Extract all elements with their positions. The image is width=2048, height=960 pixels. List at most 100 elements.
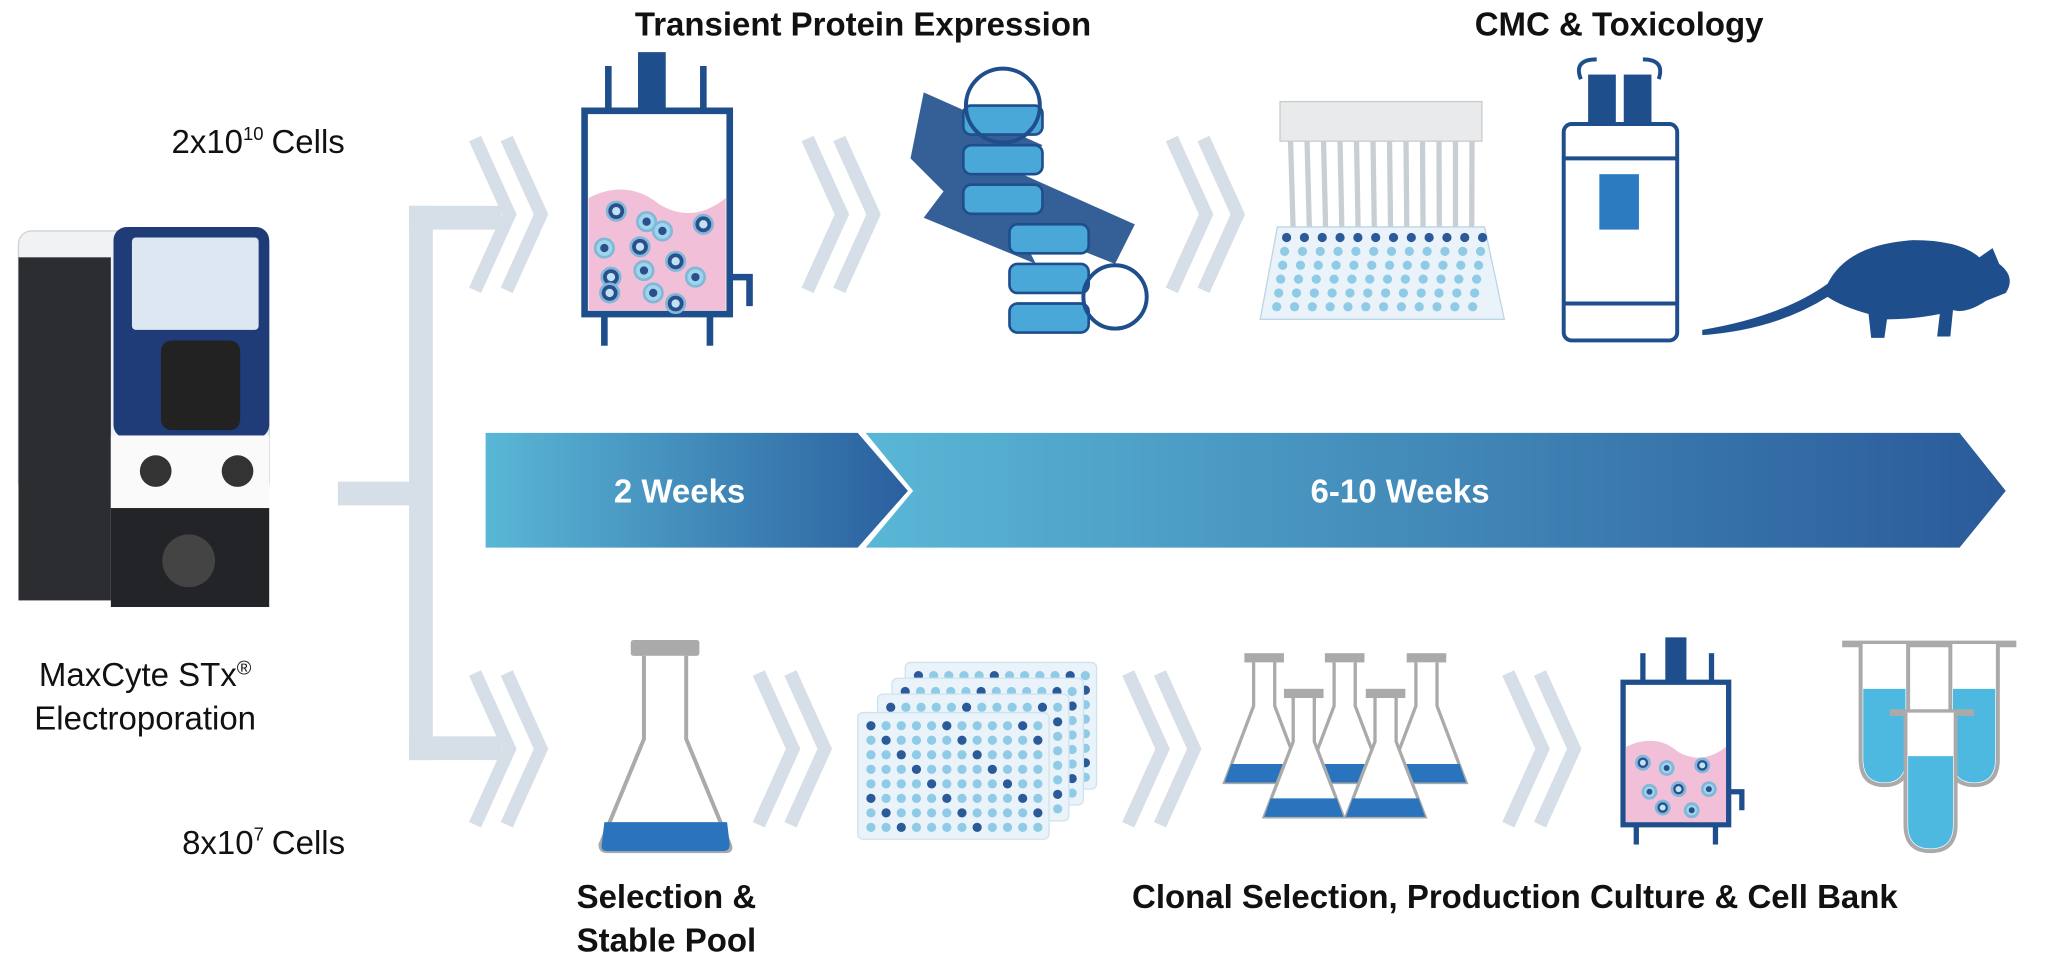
pipette-plate-icon-part-part — [1327, 288, 1337, 298]
timeline-arrow — [865, 432, 2006, 548]
pipette-plate-icon-part-part — [1403, 141, 1410, 231]
well-plates-icon-part — [1018, 735, 1028, 745]
cell-unit: Cells — [272, 123, 345, 160]
cells-part — [1688, 807, 1695, 814]
well-plates-icon-part — [1053, 702, 1063, 712]
pipette-plate-icon-part-part — [1458, 246, 1468, 256]
pipette-plate-icon-part-part — [1384, 260, 1395, 270]
cells-part — [1659, 804, 1666, 811]
cells — [1634, 754, 1717, 819]
step-label: Selection & — [577, 878, 757, 915]
culture-flasks-icon-part — [1264, 798, 1344, 817]
well-plates-icon-part — [881, 822, 891, 832]
connector-part — [409, 736, 502, 761]
pipette-plate-icon-part-part — [1414, 302, 1424, 312]
electroporation-device-part — [160, 340, 241, 431]
connector-part — [409, 205, 433, 761]
well-plates-icon-part — [1067, 730, 1077, 740]
cells-part — [639, 266, 649, 275]
well-plates-icon-part — [957, 750, 967, 760]
protein-icon-part-part — [1008, 262, 1090, 295]
well-plates-icon-part — [857, 711, 1050, 840]
well-plates-icon-part — [866, 779, 876, 789]
cells-part — [606, 272, 616, 282]
well-plates-icon-part — [866, 750, 876, 760]
cell-count: 2x1010 Cells — [172, 123, 345, 160]
pipette-plate-icon-part-part — [1371, 232, 1381, 243]
small-bioreactor-icon-part — [1665, 637, 1687, 683]
pipette-plate-icon-part-part — [1276, 274, 1286, 284]
well-plates-icon-part — [911, 735, 922, 745]
pipette-plate-icon-part-part — [1460, 232, 1470, 243]
chevrons-part — [833, 135, 881, 294]
well-plates-icon-part — [987, 750, 997, 760]
well-plates-icon-part — [1033, 779, 1043, 789]
protein-icon — [910, 66, 1149, 334]
well-plates-icon-part — [972, 779, 982, 789]
well-plates-icon-part — [1018, 808, 1028, 818]
pipette-plate-icon-part-part — [1353, 141, 1361, 231]
pipette-plate-icon-part-part — [1291, 288, 1302, 298]
well-plates-icon-part — [1018, 793, 1028, 803]
pipette-plate-icon-part-part — [1281, 232, 1292, 243]
well-plates-icon-part — [987, 808, 997, 818]
well-plates-icon-part — [957, 721, 967, 731]
chevrons-part — [469, 135, 517, 294]
electroporation-device-part — [131, 237, 259, 330]
pipette-plate-icon-part-part — [1370, 141, 1377, 231]
protein-icon-part-part — [961, 104, 1044, 136]
test-tubes-icon — [1842, 640, 2017, 854]
culture-flasks-icon-part — [1345, 798, 1426, 817]
electroporation-device-part — [221, 455, 254, 487]
well-plates-icon-part — [1007, 702, 1017, 712]
well-plates-icon-part — [1018, 822, 1028, 832]
well-plates-icon-part — [972, 735, 982, 745]
cells-part — [600, 243, 609, 253]
well-plates-icon-part — [961, 702, 972, 712]
cells-part — [635, 242, 645, 251]
device-label: MaxCyte STx® — [39, 656, 252, 693]
well-plates-icon-part — [1002, 764, 1013, 774]
well-plates-icon-part — [896, 808, 906, 818]
chevrons — [469, 135, 1582, 828]
pipette-plate-icon — [1259, 100, 1506, 320]
cells-part — [1675, 786, 1682, 793]
well-plates-icon-part — [942, 735, 952, 745]
pipette-plate-icon-part-part — [1424, 232, 1434, 243]
pipette-plate-icon-part — [1287, 141, 1475, 232]
small-bioreactor-icon — [1620, 637, 1745, 845]
well-plates-icon-part — [1067, 701, 1077, 711]
pipette-plate-icon-part-part — [1404, 246, 1414, 256]
pipette-plate-icon-part-part — [1333, 246, 1343, 256]
cell-unit: Cells — [272, 824, 345, 861]
well-plates-icon-part — [1067, 773, 1077, 784]
well-plates-icon-part — [1033, 721, 1043, 731]
pipette-plate-icon-part-part — [1452, 288, 1462, 298]
well-plates-icon-part — [881, 721, 891, 731]
well-plates-icon-part — [931, 702, 941, 712]
well-plates-icon-part — [881, 735, 891, 745]
well-plates-icon-part — [1002, 750, 1013, 760]
well-plates-icon-part — [1033, 764, 1043, 774]
well-plates-icon-part — [987, 793, 997, 803]
culture-flasks-icon-part — [1244, 653, 1284, 663]
pipette-plate-icon-part-part — [1388, 232, 1399, 243]
pipette-plate-icon-part-part — [1406, 232, 1416, 243]
pipette-plate-icon-part-part — [1307, 302, 1317, 312]
well-plates-icon-part — [1067, 788, 1077, 798]
well-plates-icon-part — [1053, 746, 1063, 756]
connector — [337, 205, 502, 761]
cell-base: 2x10 — [172, 123, 244, 160]
flask-icon-part — [601, 822, 730, 852]
pipette-plate-icon-part-part — [1472, 274, 1482, 284]
well-plates-icon-part — [927, 793, 937, 803]
bottle-icon — [1561, 57, 1680, 343]
well-plates-icon-part — [911, 793, 922, 803]
pipette-plate-icon-part-part — [1309, 288, 1319, 298]
electroporation-device-part — [162, 534, 216, 588]
chevrons-part — [784, 670, 832, 828]
pipette-plate-icon-part-part — [1320, 141, 1329, 231]
title: CMC & Toxicology — [1475, 6, 1764, 43]
pipette-plate-icon-part-part — [1347, 274, 1357, 284]
protein-icon-part — [963, 66, 1042, 145]
